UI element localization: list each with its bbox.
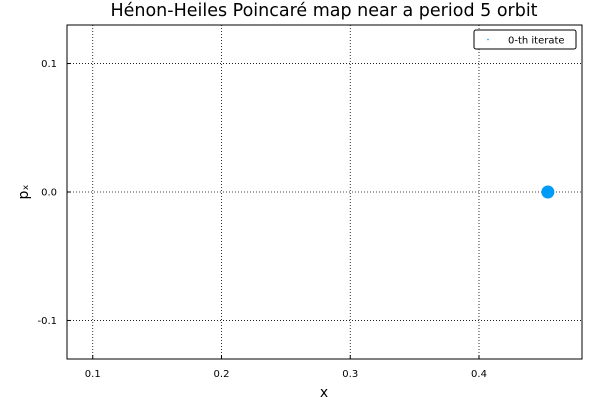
- y-tick-label: 0.0: [41, 188, 57, 199]
- x-tick-label: 0.4: [471, 369, 487, 380]
- legend-entry-0th-iterate: 0-th iterate: [508, 36, 565, 47]
- x-tick-label: 0.1: [85, 369, 101, 380]
- data-point: [541, 185, 555, 199]
- grid-lines: [67, 25, 582, 359]
- chart-title: Hénon-Heiles Poincaré map near a period …: [110, 1, 537, 21]
- y-axis-ticks: 0.1 0.0 -0.1: [37, 59, 71, 327]
- x-tick-label: 0.2: [214, 369, 230, 380]
- legend: 0-th iterate: [473, 29, 577, 50]
- x-axis-ticks: 0.1 0.2 0.3 0.4: [85, 355, 487, 380]
- legend-box: [473, 29, 577, 50]
- y-tick-label: 0.1: [41, 59, 57, 70]
- legend-marker: [487, 38, 489, 41]
- x-tick-label: 0.3: [342, 369, 358, 380]
- plot-frame: [66, 24, 583, 360]
- y-tick-label: -0.1: [37, 316, 57, 327]
- x-axis-label: x: [320, 385, 328, 400]
- y-axis-label: pₓ: [16, 184, 32, 199]
- scatter-points: [541, 185, 555, 199]
